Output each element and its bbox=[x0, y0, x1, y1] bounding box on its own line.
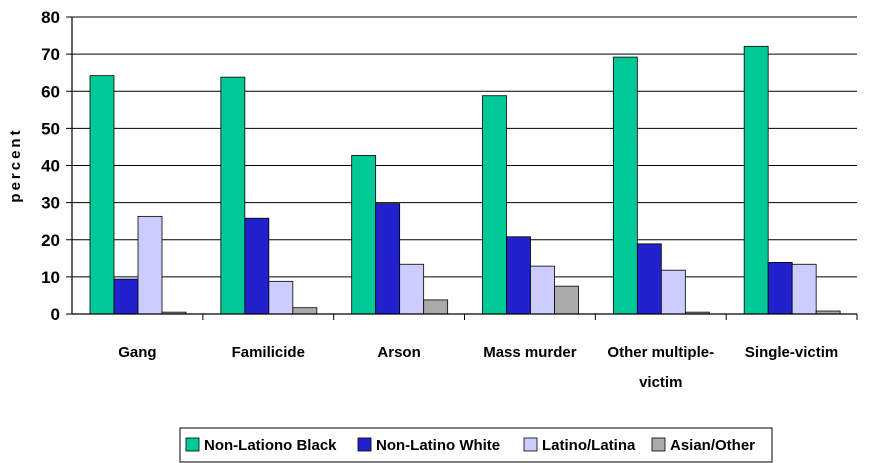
bar-non-latino-white-arson bbox=[375, 203, 401, 315]
bar-non-latino-white-familicide bbox=[244, 217, 270, 315]
legend-entry: Non-Lationo Black bbox=[204, 437, 337, 454]
bar-non-lationo-black-familicide bbox=[220, 76, 246, 315]
x-category-label: Familicide bbox=[232, 344, 305, 361]
bar-latino-latina-arson bbox=[399, 263, 425, 315]
legend: Non-Lationo Black Non-Latino White Latino/… bbox=[179, 427, 773, 463]
y-tick-label: 30 bbox=[41, 194, 60, 213]
y-tick-label: 40 bbox=[41, 157, 60, 176]
y-tick-label: 60 bbox=[41, 82, 60, 101]
bars bbox=[89, 45, 841, 315]
bar-asian-other-arson bbox=[423, 299, 449, 315]
y-tick-label: 20 bbox=[41, 231, 60, 250]
bar-non-lationo-black-arson bbox=[351, 155, 377, 315]
axes bbox=[66, 16, 858, 320]
x-category-label: Other multiple- bbox=[607, 344, 714, 361]
legend-swatch bbox=[523, 437, 538, 452]
x-category-label: Arson bbox=[377, 344, 420, 361]
bar-latino-latina-other-multiple-victim bbox=[660, 269, 686, 315]
y-tick-labels: 0 10 20 30 40 50 60 70 80 bbox=[41, 8, 60, 324]
bar-latino-latina-familicide bbox=[268, 280, 294, 315]
bar-asian-other-mass-murder bbox=[554, 285, 579, 315]
x-category-labels: Gang Familicide Arson Mass murder Other mult… bbox=[118, 344, 838, 391]
legend-swatch bbox=[185, 437, 200, 452]
y-tick-label: 70 bbox=[41, 45, 60, 64]
y-tick-label: 80 bbox=[41, 8, 60, 27]
x-category-label: Single-victim bbox=[745, 344, 838, 361]
legend-swatch bbox=[357, 437, 372, 452]
bar-latino-latina-single-victim bbox=[791, 263, 817, 315]
legend-entry: Asian/Other bbox=[670, 437, 755, 454]
legend-entry: Latino/Latina bbox=[542, 437, 636, 454]
x-category-label: Gang bbox=[118, 344, 156, 361]
bar-non-latino-white-single-victim bbox=[767, 261, 793, 315]
bar-non-lationo-black-single-victim bbox=[743, 45, 769, 315]
bar-latino-latina-mass-murder bbox=[530, 265, 555, 315]
bar-non-latino-white-other-multiple-victim bbox=[636, 243, 662, 315]
y-tick-label: 0 bbox=[51, 305, 60, 324]
y-tick-label: 50 bbox=[41, 119, 60, 138]
bar-latino-latina-gang bbox=[137, 215, 163, 315]
y-tick-label: 10 bbox=[41, 268, 60, 287]
bar-non-lationo-black-gang bbox=[89, 75, 115, 315]
y-axis-label: percent bbox=[7, 127, 24, 202]
gridlines bbox=[72, 16, 857, 278]
legend-box bbox=[179, 427, 773, 463]
legend-swatch bbox=[651, 437, 666, 452]
bar-non-latino-white-mass-murder bbox=[506, 236, 531, 315]
bar-non-lationo-black-mass-murder bbox=[482, 95, 507, 315]
bar-non-lationo-black-other-multiple-victim bbox=[612, 56, 638, 315]
legend-entry: Non-Latino White bbox=[376, 437, 500, 454]
bar-asian-other-familicide bbox=[292, 307, 318, 315]
x-category-label: Mass murder bbox=[483, 344, 577, 361]
x-category-label: victim bbox=[639, 374, 682, 391]
bar-non-latino-white-gang bbox=[113, 278, 139, 315]
